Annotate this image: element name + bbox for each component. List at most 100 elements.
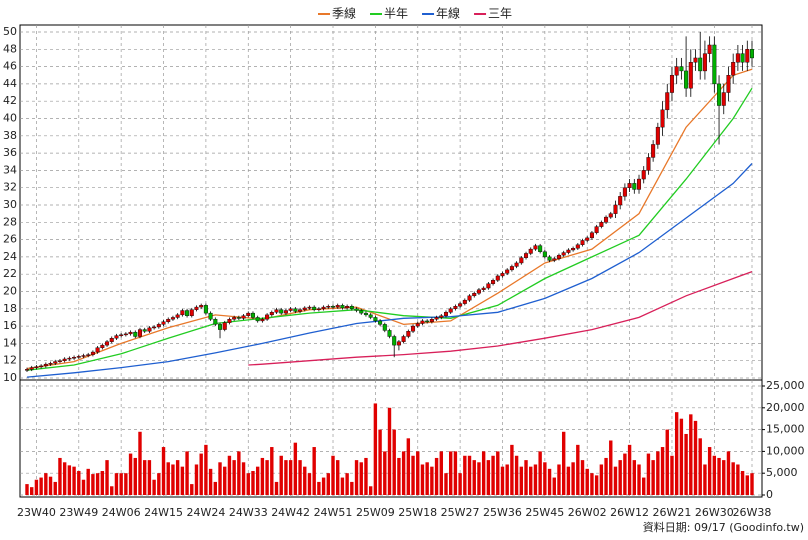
volume-bar: [260, 457, 265, 495]
volume-bar: [637, 464, 641, 495]
volume-bar: [519, 466, 524, 495]
candle-body: [669, 75, 674, 93]
volume-bar: [110, 486, 114, 495]
y-tick-label: 46: [3, 60, 17, 73]
x-tick-label: 26W30: [695, 506, 734, 519]
candle-body: [137, 329, 142, 337]
x-tick-label: 24W06: [102, 506, 141, 519]
volume-bar: [731, 462, 735, 495]
x-tick-label: 23W40: [17, 506, 56, 519]
volume-bar: [354, 460, 359, 495]
candle-body: [632, 183, 637, 190]
volume-bar: [274, 481, 279, 495]
volume-bar: [665, 429, 669, 495]
volume-bar: [627, 444, 632, 495]
x-tick-label: 26W12: [610, 506, 649, 519]
candle-body: [76, 356, 81, 358]
volume-bar: [472, 460, 476, 495]
candle-body: [406, 331, 411, 337]
candle-body: [335, 305, 340, 308]
candle-body: [29, 367, 34, 370]
candle-body: [580, 240, 585, 245]
volume-bar: [660, 447, 665, 495]
volume-bar: [679, 418, 684, 495]
candle-body: [514, 262, 519, 267]
candle-body: [627, 183, 632, 188]
volume-bar: [199, 453, 203, 495]
candle-body: [481, 287, 486, 290]
candle-body: [552, 258, 557, 261]
y-tick-label: 14: [3, 336, 17, 349]
candle-body: [302, 307, 307, 310]
candle-body: [651, 144, 656, 158]
volume-bar: [39, 477, 43, 495]
candle-body: [326, 306, 331, 308]
candle-body: [170, 317, 175, 320]
volume-bar: [486, 460, 491, 495]
candle-body: [429, 318, 434, 322]
candle-body: [100, 344, 105, 348]
candle-body: [726, 75, 731, 93]
candle-body: [528, 248, 533, 254]
volume-bar: [345, 473, 349, 495]
volume-bar: [246, 473, 250, 495]
candle-body: [509, 266, 514, 271]
candle-body: [43, 363, 48, 367]
candle-body: [48, 363, 53, 365]
volume-bar: [434, 457, 439, 495]
volume-bar: [547, 468, 552, 495]
candle-body: [53, 361, 58, 364]
volume-bar: [745, 475, 749, 495]
candle-body: [283, 310, 288, 314]
candle-body: [533, 245, 538, 250]
volume-bar: [124, 473, 128, 495]
volume-bar: [651, 460, 655, 495]
candle-body: [354, 308, 359, 311]
candle-body: [655, 126, 660, 145]
volume-bar: [279, 455, 283, 495]
candle-body: [641, 170, 646, 180]
volume-bar: [34, 479, 39, 495]
volume-bar: [449, 451, 453, 495]
candle-body: [349, 306, 354, 309]
candle-body: [147, 327, 152, 332]
candle-body: [279, 309, 284, 314]
candle-body: [194, 306, 199, 310]
volume-bar: [208, 468, 213, 495]
y-tick-label: 34: [3, 163, 17, 176]
volume-bar: [430, 466, 434, 495]
volume-bar: [312, 447, 316, 495]
volume-bar: [642, 477, 646, 495]
candle-body: [693, 57, 698, 63]
candle-body: [519, 257, 524, 264]
candle-body: [175, 314, 180, 318]
candle-body: [599, 222, 604, 227]
candle-body: [312, 306, 317, 310]
candle-body: [255, 317, 260, 322]
candle-body: [246, 312, 251, 316]
y-tick-label: 10: [3, 371, 17, 384]
volume-bar: [218, 462, 222, 495]
volume-bar: [740, 471, 745, 495]
candle-body: [542, 251, 547, 258]
candle-body: [495, 275, 500, 281]
volume-bar: [255, 466, 260, 495]
y-tick-label: 42: [3, 94, 17, 107]
candle-body: [731, 62, 736, 76]
volume-bar: [241, 462, 246, 495]
volume-bar: [580, 460, 585, 495]
volume-panel: [19, 379, 763, 498]
candle-body: [382, 324, 387, 331]
volume-bar: [119, 473, 123, 495]
volume-bar: [336, 460, 340, 495]
candle-body: [434, 317, 439, 320]
volume-bar: [30, 487, 34, 495]
volume-bar: [561, 431, 566, 495]
candle-body: [86, 354, 91, 356]
volume-bar: [670, 455, 674, 495]
volume-bar: [25, 484, 29, 495]
volume-bar: [420, 464, 425, 495]
volume-bar: [703, 464, 707, 495]
volume-bar: [190, 484, 194, 495]
candle-body: [25, 369, 30, 371]
